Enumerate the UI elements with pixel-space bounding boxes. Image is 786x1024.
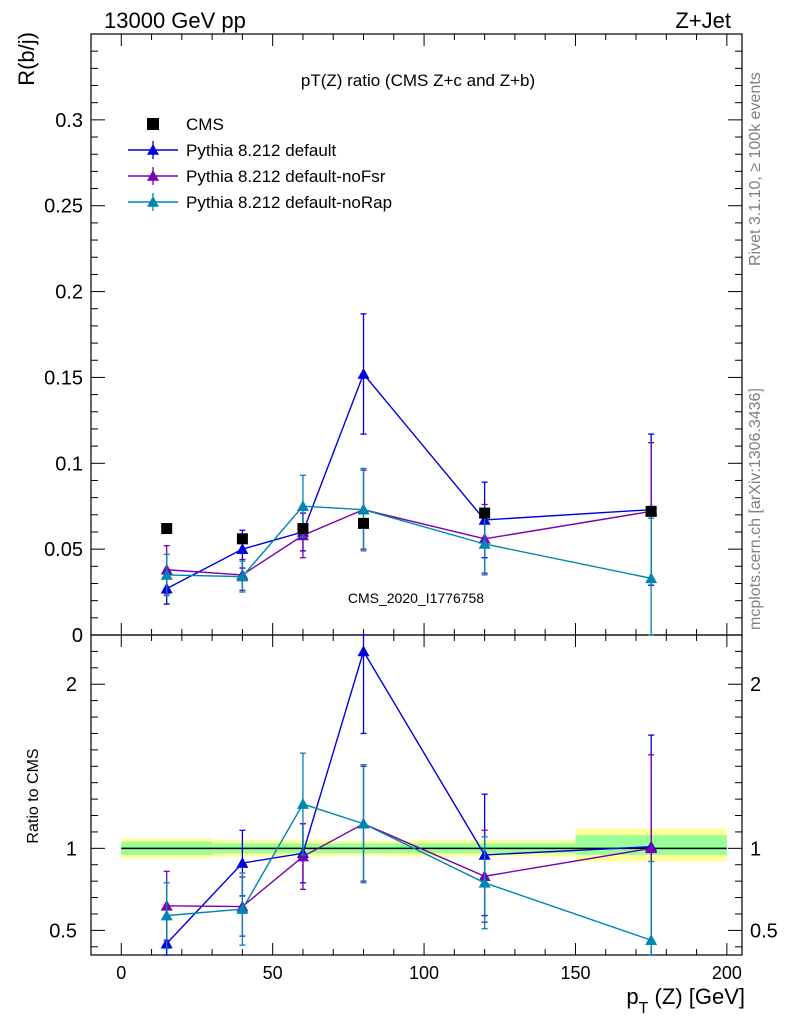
cms-point-0 [161, 523, 173, 535]
top-marker-2-3 [357, 503, 370, 515]
cms-data-group [161, 505, 657, 545]
top-marker-2-5 [645, 572, 658, 584]
ratio-marker-0-3 [357, 645, 370, 657]
y1-tick-label-2: 0.1 [55, 453, 83, 475]
top-series-line-1 [166, 508, 652, 576]
ratio-marker-2-5 [645, 934, 658, 946]
x-axis-label-sub: T [639, 1000, 649, 1017]
x-axis-label-p: p [626, 984, 638, 1009]
rivet-label: Rivet 3.1.10, ≥ 100k events [747, 72, 764, 266]
y2-tick-label-right-2: 2 [750, 674, 761, 696]
x-tick-label-200: 200 [712, 963, 742, 983]
ratio-series-line-2 [166, 803, 652, 941]
ratio-marker-2-0 [160, 909, 173, 921]
top-marker-0-1 [236, 543, 249, 554]
top-marker-2-1 [236, 570, 249, 582]
ratio-marker-2-4 [478, 876, 491, 888]
header-left: 13000 GeV pp [104, 8, 246, 33]
cms-point-4 [479, 507, 491, 519]
bottom-panel-ylabel: Ratio to CMS [25, 748, 42, 843]
header-right: Z+Jet [675, 8, 731, 33]
cms-point-3 [358, 517, 370, 529]
ratio-series-line-1 [166, 822, 652, 908]
top-series-1 [160, 442, 658, 595]
ratio-marker-1-2 [296, 850, 309, 862]
y1-tick-label-5: 0.25 [44, 196, 83, 218]
legend: CMS Pythia 8.212 default Pythia 8.212 defa… [128, 115, 392, 212]
cms-point-1 [236, 533, 248, 545]
ratio-marker-2-2 [296, 798, 309, 809]
legend-marker-1 [147, 144, 159, 155]
ratio-marker-1-5 [645, 842, 658, 854]
legend-marker-3 [147, 196, 159, 207]
top-series-line-2 [166, 505, 652, 580]
top-panel-ylabel: R(b/j) [14, 32, 39, 86]
ratio-series-line-0 [166, 649, 652, 944]
y1-tick-label-1: 0.05 [44, 539, 83, 561]
y1-tick-label-0: 0 [72, 625, 83, 647]
ratio-marker-2-3 [357, 817, 370, 829]
y2-tick-label-left-2: 2 [66, 674, 77, 696]
y1-tick-label-4: 0.2 [55, 282, 83, 304]
legend-marker-cms [147, 118, 159, 130]
mcplots-label: mcplots.cern.ch [arXiv:1306.3436] [747, 388, 764, 630]
y2-tick-label-left-0: 0.5 [49, 920, 77, 942]
top-marker-2-2 [296, 500, 309, 512]
y2-tick-label-right-1: 1 [750, 838, 761, 860]
top-marker-2-0 [160, 568, 173, 580]
legend-marker-2 [147, 170, 159, 181]
x-tick-label-0: 0 [116, 963, 126, 983]
legend-label-0: CMS [186, 115, 224, 134]
ratio-marker-2-1 [236, 903, 249, 914]
top-series-0 [160, 313, 658, 605]
x-tick-label-100: 100 [409, 963, 439, 983]
x-tick-label-150: 150 [560, 963, 590, 983]
cms-point-2 [297, 523, 309, 535]
top-marker-0-3 [357, 367, 370, 379]
x-axis-label-rest: (Z) [GeV] [648, 984, 745, 1009]
ratio-marker-0-1 [236, 857, 249, 868]
watermark: CMS_2020_I1776758 [348, 590, 484, 606]
legend-label-3: Pythia 8.212 default-noRap [186, 193, 392, 212]
ratio-series-2 [160, 752, 658, 956]
y1-tick-label-6: 0.3 [55, 110, 83, 132]
y2-tick-label-left-1: 1 [66, 838, 77, 860]
chart-title: pT(Z) ratio (CMS Z+c and Z+b) [301, 71, 535, 90]
legend-label-1: Pythia 8.212 default [186, 141, 337, 160]
axes-group: 0 50 100 150 200 0 0.05 0.1 0.15 0.2 0.25 0.3 0.5 0.5… [44, 33, 778, 983]
y2-tick-label-right-0: 0.5 [750, 920, 778, 942]
ratio-band-group [121, 828, 727, 862]
legend-label-2: Pythia 8.212 default-noFsr [186, 167, 386, 186]
top-series-2 [160, 467, 658, 636]
x-axis-label: pT (Z) [GeV] [626, 984, 745, 1017]
top-marker-2-4 [478, 537, 491, 549]
y1-tick-label-3: 0.15 [44, 367, 83, 389]
bottom-panel-frame [90, 634, 743, 956]
top-series-line-0 [166, 372, 652, 590]
x-tick-label-50: 50 [263, 963, 283, 983]
cms-point-5 [645, 505, 657, 517]
data-group: CMS Pythia 8.212 default Pythia 8.212 defa… [128, 115, 658, 956]
